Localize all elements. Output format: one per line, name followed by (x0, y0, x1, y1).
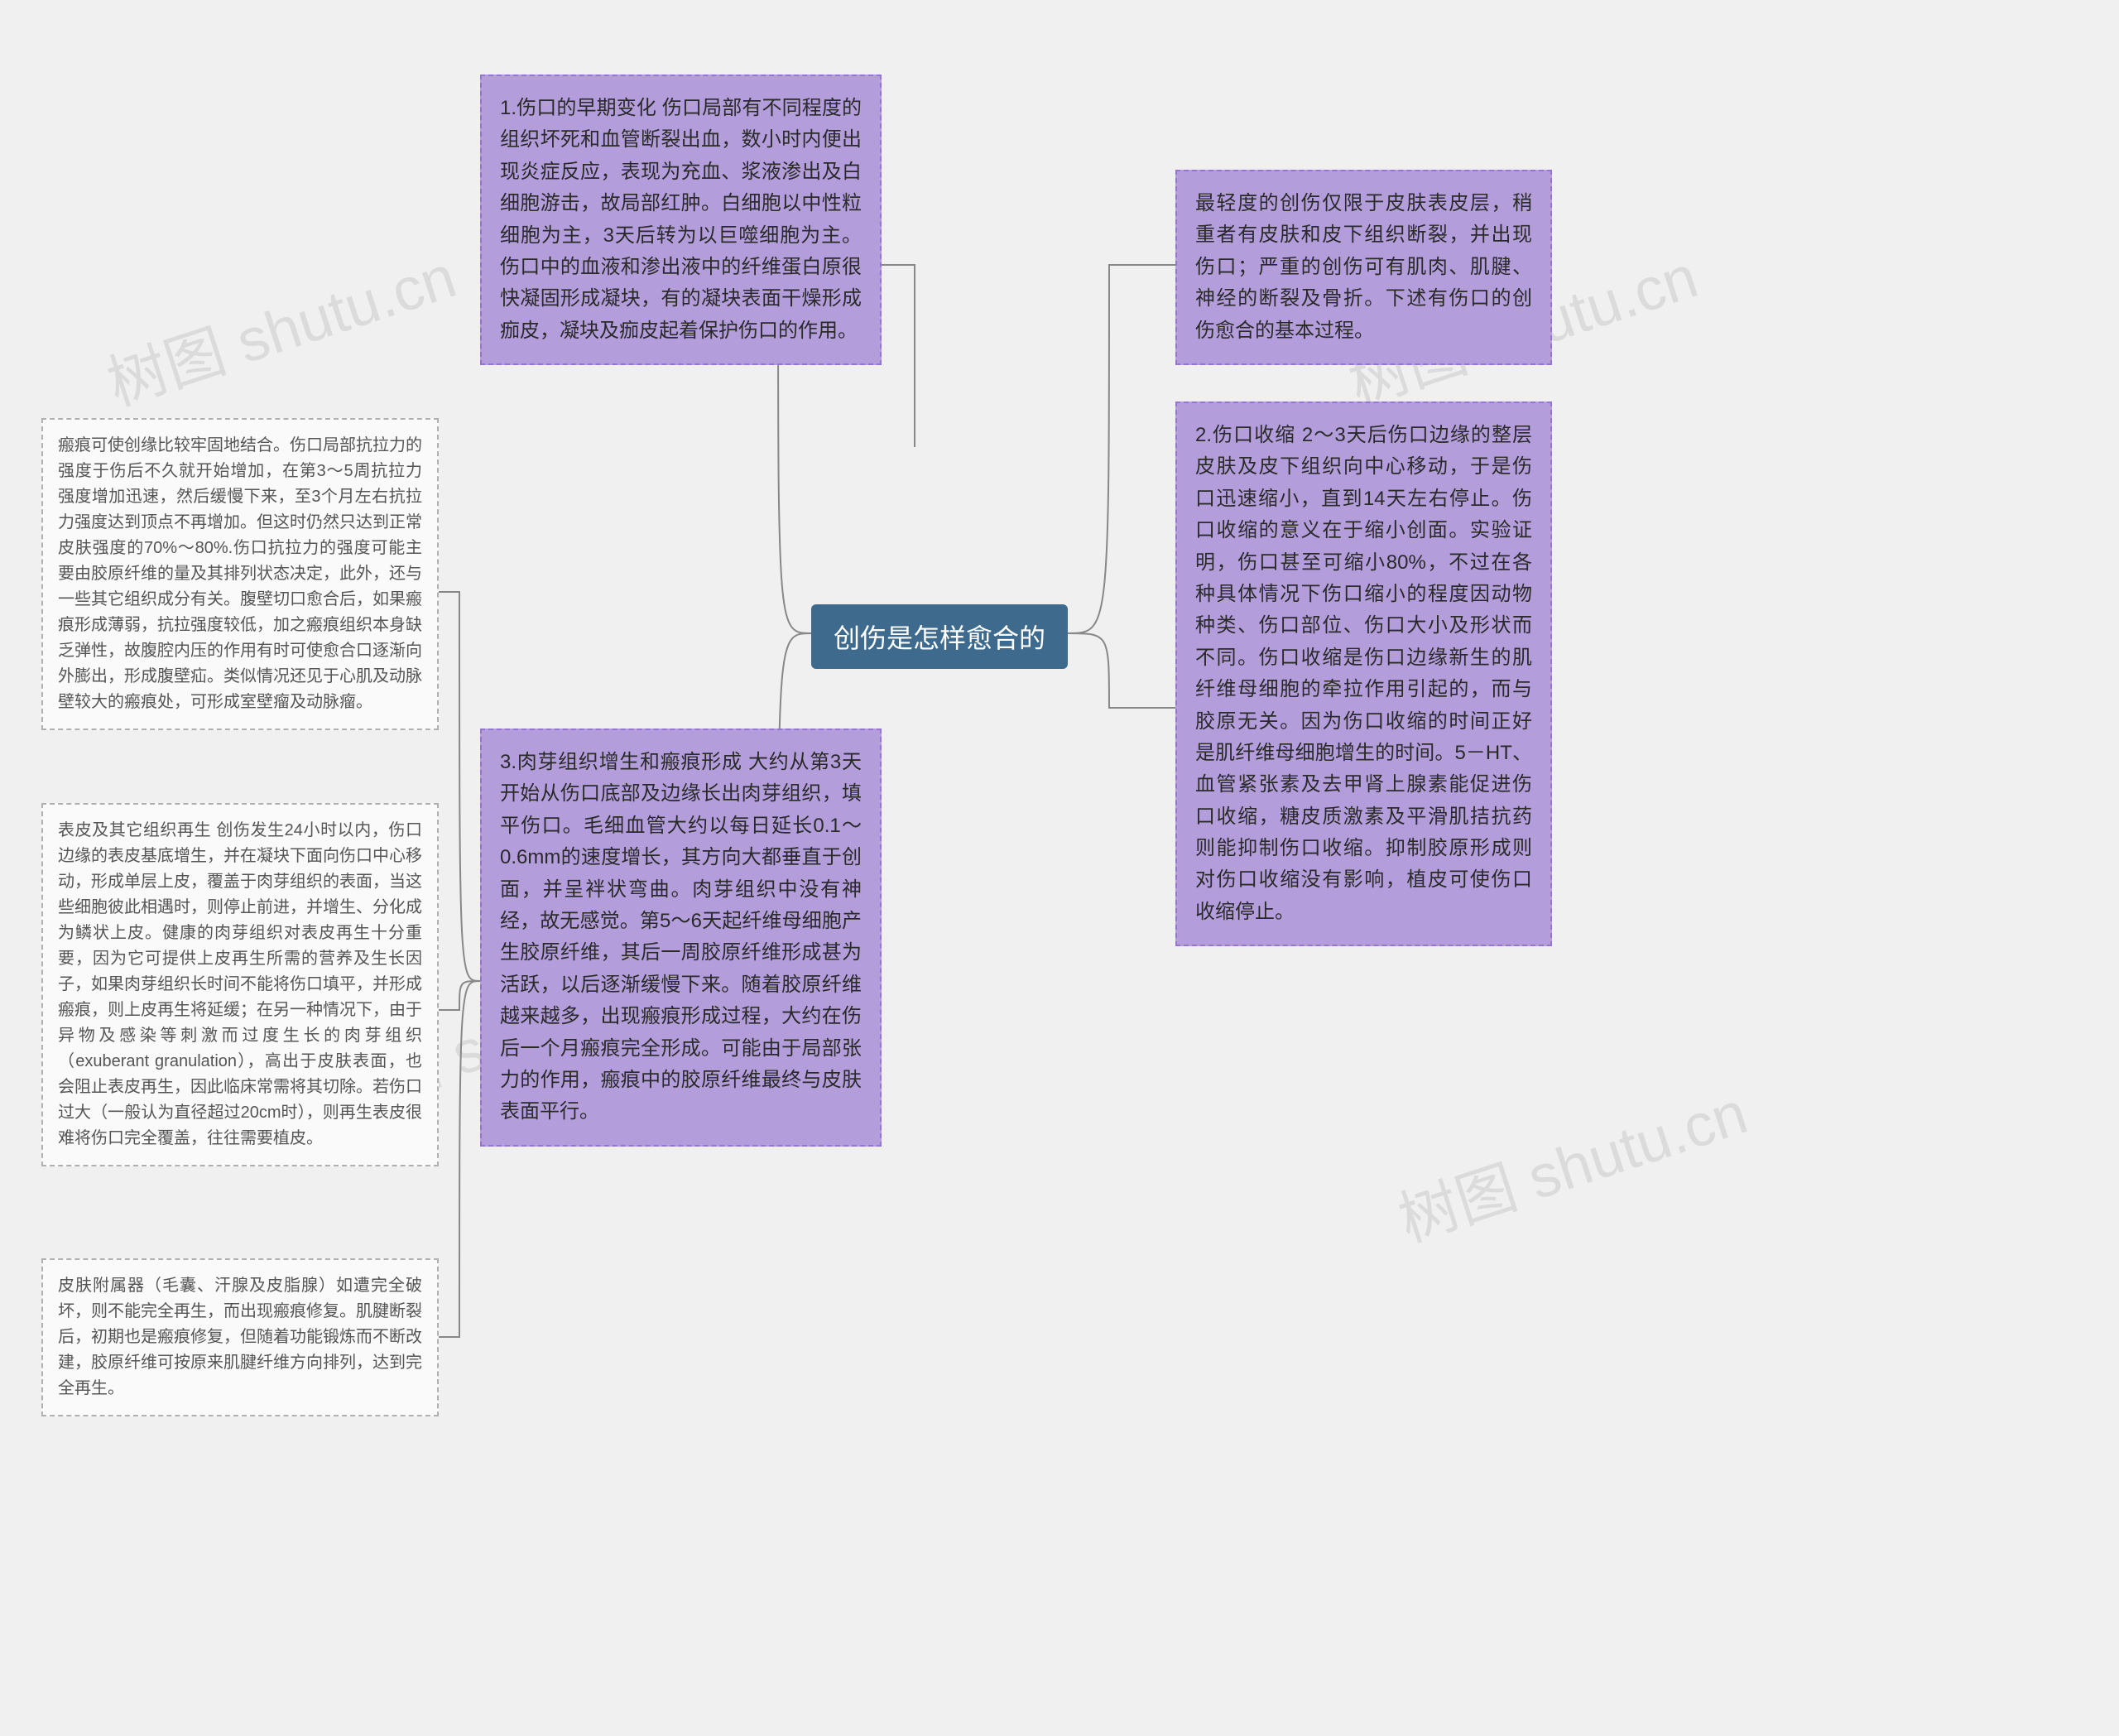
node-left-1[interactable]: 1.伤口的早期变化 伤口局部有不同程度的组织坏死和血管断裂出血，数小时内便出现炎… (480, 75, 882, 365)
node-gray-2[interactable]: 表皮及其它组织再生 创伤发生24小时以内，伤口边缘的表皮基底增生，并在凝块下面向… (41, 803, 439, 1166)
node-right-top[interactable]: 最轻度的创伤仅限于皮肤表皮层，稍重者有皮肤和皮下组织断裂，并出现伤口；严重的创伤… (1175, 170, 1552, 365)
node-gray-1[interactable]: 瘢痕可使创缘比较牢固地结合。伤口局部抗拉力的强度于伤后不久就开始增加，在第3～5… (41, 418, 439, 730)
node-gray-3[interactable]: 皮肤附属器（毛囊、汗腺及皮脂腺）如遭完全破坏，则不能完全再生，而出现瘢痕修复。肌… (41, 1258, 439, 1416)
node-text: 最轻度的创伤仅限于皮肤表皮层，稍重者有皮肤和皮下组织断裂，并出现伤口；严重的创伤… (1195, 192, 1532, 342)
node-text: 2.伤口收缩 2～3天后伤口边缘的整层皮肤及皮下组织向中心移动，于是伤口迅速缩小… (1195, 424, 1532, 923)
watermark: 树图 shutu.cn (94, 228, 464, 422)
node-text: 表皮及其它组织再生 创伤发生24小时以内，伤口边缘的表皮基底增生，并在凝块下面向… (58, 821, 422, 1147)
node-text: 皮肤附属器（毛囊、汗腺及皮脂腺）如遭完全破坏，则不能完全再生，而出现瘢痕修复。肌… (58, 1277, 422, 1397)
node-text: 1.伤口的早期变化 伤口局部有不同程度的组织坏死和血管断裂出血，数小时内便出现炎… (500, 97, 862, 342)
node-right-2[interactable]: 2.伤口收缩 2～3天后伤口边缘的整层皮肤及皮下组织向中心移动，于是伤口迅速缩小… (1175, 402, 1552, 946)
watermark: 树图 shutu.cn (1386, 1064, 1756, 1258)
root-node-label: 创伤是怎样愈合的 (834, 623, 1045, 653)
root-node[interactable]: 创伤是怎样愈合的 (811, 604, 1068, 669)
node-left-3[interactable]: 3.肉芽组织增生和瘢痕形成 大约从第3天开始从伤口底部及边缘长出肉芽组织，填平伤… (480, 729, 882, 1147)
node-text: 瘢痕可使创缘比较牢固地结合。伤口局部抗拉力的强度于伤后不久就开始增加，在第3～5… (58, 436, 422, 711)
node-text: 3.肉芽组织增生和瘢痕形成 大约从第3天开始从伤口底部及边缘长出肉芽组织，填平伤… (500, 751, 862, 1123)
